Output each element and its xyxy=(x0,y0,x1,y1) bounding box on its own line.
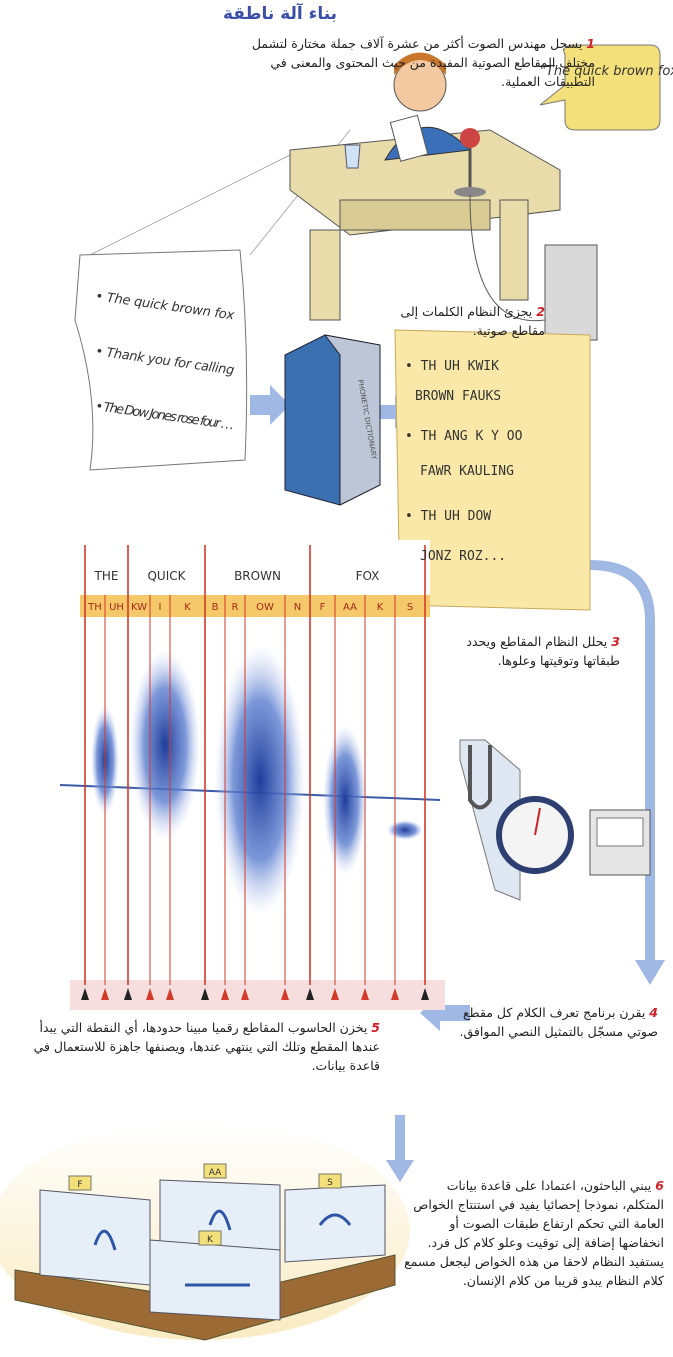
phoneme-label: R xyxy=(232,602,239,613)
step-text: يحلل النظام المقاطع ويحدد طبقاتها وتوقيت… xyxy=(466,634,620,668)
phoneme-label: S xyxy=(407,602,413,613)
dictionary xyxy=(284,334,381,506)
boundary-marker xyxy=(331,988,339,1000)
boundary-marker xyxy=(281,988,289,1000)
step-number: 6 xyxy=(655,1178,664,1193)
phoneme-label: K xyxy=(377,602,384,613)
word-label: BROWN xyxy=(234,569,281,583)
file-tab-label: S xyxy=(327,1178,333,1188)
phonetic-line: JONZ ROZ... xyxy=(420,549,506,564)
step-number: 3 xyxy=(611,634,620,649)
boundary-marker xyxy=(361,988,369,1000)
speech-bubble: "The quick brown fox" xyxy=(540,64,673,79)
recording-desk xyxy=(89,44,661,341)
step: 4يقرن برنامج تعرف الكلام كل مقطع صوتي مس… xyxy=(448,1003,658,1041)
title: بناء آلة ناطقة xyxy=(222,4,338,24)
step: 6يبني الباحثون، اعتمادا على قاعدة بيانات… xyxy=(402,1176,664,1290)
phonetic-line: • TH UH KWIK xyxy=(405,359,499,374)
boundary-marker xyxy=(306,988,314,1000)
boundary-marker xyxy=(201,988,209,1000)
phoneme-label: N xyxy=(294,602,301,613)
file-tab xyxy=(203,1163,227,1179)
word-label: FOX xyxy=(356,569,380,583)
boundary-marker xyxy=(221,988,229,1000)
file-tab-label: K xyxy=(207,1235,214,1245)
step-text: يبني الباحثون، اعتمادا على قاعدة بيانات … xyxy=(404,1178,664,1288)
word-label: THE xyxy=(94,569,119,583)
phoneme-label: F xyxy=(320,602,326,613)
file-tab-label: F xyxy=(77,1180,82,1190)
boundary-marker xyxy=(391,988,399,1000)
phoneme-label: OW xyxy=(256,602,274,613)
phoneme-label: I xyxy=(159,602,162,613)
boundary-marker xyxy=(81,988,89,1000)
step-number: 1 xyxy=(586,36,595,51)
file-tab xyxy=(68,1175,92,1191)
phonetic-line: • TH UH DOW xyxy=(405,509,491,524)
phonetic-line: BROWN FAUKS xyxy=(415,389,501,404)
step-number: 2 xyxy=(536,304,545,319)
boundary-marker xyxy=(166,988,174,1000)
phoneme-label: AA xyxy=(343,602,357,613)
phonetic-line: FAWR KAULING xyxy=(420,464,514,479)
step: 5يخزن الحاسوب المقاطع رقميا مبينا حدودها… xyxy=(10,1018,380,1075)
script-paper xyxy=(74,249,248,471)
word-label: QUICK xyxy=(147,569,186,583)
file-tab-label: AA xyxy=(209,1168,222,1178)
file-tab xyxy=(198,1230,222,1246)
step-text: يقرن برنامج تعرف الكلام كل مقطع صوتي مسج… xyxy=(459,1005,658,1039)
phonetic-line: • TH ANG K Y OO xyxy=(405,429,523,444)
step: 3يحلل النظام المقاطع ويحدد طبقاتها وتوقي… xyxy=(465,632,620,670)
phonetic-card xyxy=(394,329,591,611)
boundary-marker xyxy=(146,988,154,1000)
database-drawers xyxy=(0,1120,410,1341)
analysis-instruments xyxy=(459,739,651,901)
step-number: 4 xyxy=(649,1005,658,1020)
step-number: 5 xyxy=(371,1020,380,1035)
boundary-marker xyxy=(241,988,249,1000)
boundary-marker xyxy=(124,988,132,1000)
boundary-marker xyxy=(101,988,109,1000)
phoneme-label: K xyxy=(184,602,191,613)
file-tab xyxy=(318,1173,342,1189)
step-text: يسجل مهندس الصوت أكثر من عشرة آلاف جملة … xyxy=(251,36,595,89)
phoneme-label: UH xyxy=(109,602,124,613)
boundary-marker xyxy=(421,988,429,1000)
phoneme-label: B xyxy=(212,602,219,613)
phoneme-label: KW xyxy=(131,602,147,613)
step: 2يجزئ النظام الكلمات إلى مقاطع صوتية. xyxy=(385,302,545,340)
step-text: يجزئ النظام الكلمات إلى مقاطع صوتية. xyxy=(400,304,545,338)
step-text: يخزن الحاسوب المقاطع رقميا مبينا حدودها،… xyxy=(33,1020,380,1073)
step: 1يسجل مهندس الصوت أكثر من عشرة آلاف جملة… xyxy=(225,34,595,91)
phoneme-label: TH xyxy=(87,602,102,613)
